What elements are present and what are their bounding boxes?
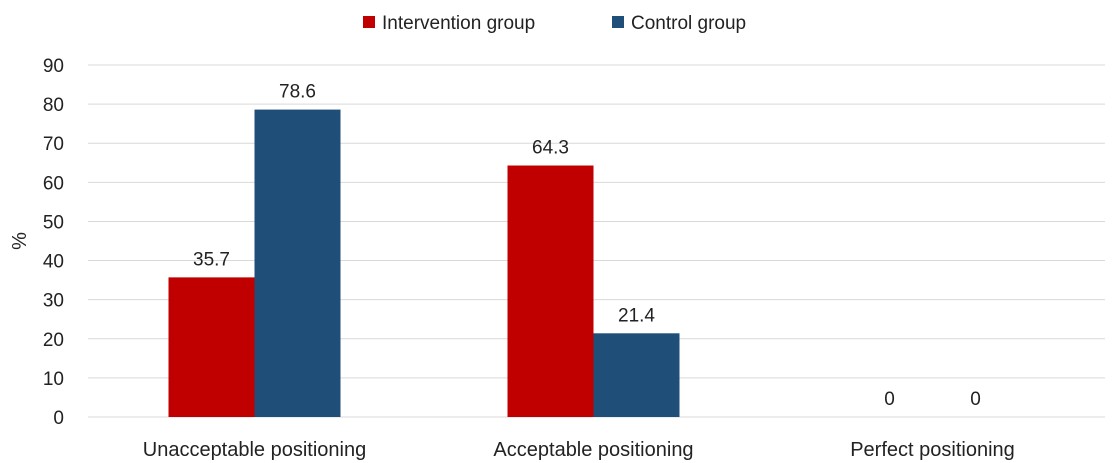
data-label: 35.7 [193, 249, 230, 270]
x-axis-labels: Unacceptable positioning Acceptable posit… [143, 439, 1015, 461]
x-tick-label: Unacceptable positioning [143, 439, 367, 461]
bar [593, 333, 680, 417]
data-label: 64.3 [532, 138, 569, 159]
x-tick-label: Acceptable positioning [493, 439, 693, 461]
y-axis-title: % [9, 232, 31, 250]
y-tick-label: 80 [43, 95, 64, 116]
bars [168, 109, 680, 417]
y-tick-label: 50 [43, 212, 64, 233]
bar [168, 277, 255, 417]
y-tick-label: 40 [43, 252, 64, 273]
legend-swatch [363, 16, 375, 28]
y-tick-label: 30 [43, 291, 64, 312]
x-tick-label: Perfect positioning [850, 439, 1015, 461]
y-tick-label: 70 [43, 134, 64, 155]
legend: Intervention group Control group [363, 13, 746, 34]
data-label: 78.6 [279, 82, 316, 103]
y-tick-label: 90 [43, 56, 64, 77]
bar [254, 109, 341, 417]
y-tick-label: 0 [53, 408, 64, 429]
legend-label: Intervention group [382, 13, 535, 34]
y-tick-label: 10 [43, 369, 64, 390]
y-axis-ticks: 0 10 20 30 40 50 60 70 80 90 [43, 56, 64, 429]
bar [507, 165, 594, 417]
data-labels: 35.7 78.6 64.3 21.4 0 0 [193, 82, 981, 410]
y-tick-label: 60 [43, 173, 64, 194]
legend-swatch [612, 16, 624, 28]
data-label: 0 [884, 389, 895, 410]
y-tick-label: 20 [43, 330, 64, 351]
data-label: 21.4 [618, 305, 655, 326]
data-label: 0 [970, 389, 981, 410]
legend-label: Control group [631, 13, 746, 34]
